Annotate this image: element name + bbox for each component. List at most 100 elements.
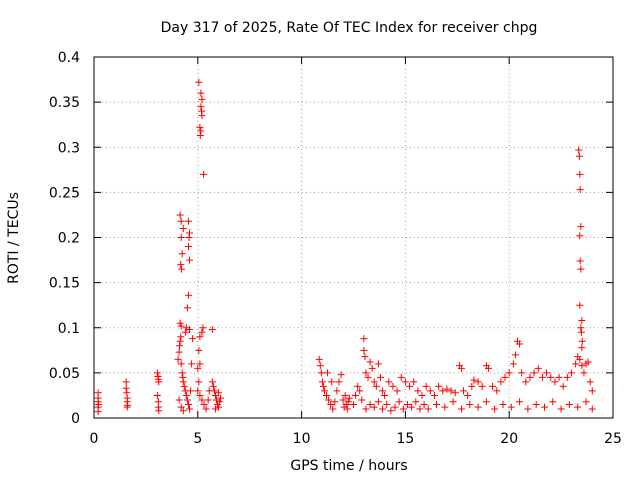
data-point — [588, 405, 596, 413]
data-point — [374, 360, 382, 368]
x-tick-label: 5 — [193, 431, 202, 447]
data-point — [379, 387, 387, 395]
data-point — [441, 403, 449, 411]
data-point — [216, 398, 224, 406]
data-point — [575, 152, 583, 160]
data-point — [576, 355, 584, 363]
data-point — [176, 342, 184, 350]
data-point — [387, 407, 395, 415]
data-point — [178, 369, 186, 377]
data-point — [202, 405, 210, 413]
data-point — [155, 407, 163, 415]
data-point — [354, 382, 362, 390]
plot-border — [93, 56, 614, 419]
data-point — [204, 396, 212, 404]
data-points — [94, 78, 596, 416]
data-point — [198, 95, 206, 103]
data-point — [577, 223, 585, 231]
data-point — [576, 257, 584, 265]
y-tick-label: 0.25 — [49, 185, 80, 201]
data-point — [361, 353, 369, 361]
data-point — [200, 400, 208, 408]
data-point — [122, 378, 130, 386]
data-point — [153, 391, 161, 399]
data-point — [379, 405, 387, 413]
data-point — [516, 340, 524, 348]
data-point — [414, 387, 422, 395]
y-tick-label: 0.4 — [58, 50, 80, 66]
data-point — [501, 373, 509, 381]
data-point — [199, 324, 207, 332]
data-point — [194, 364, 202, 372]
data-point — [370, 403, 378, 411]
data-point — [366, 358, 374, 366]
data-point — [196, 333, 204, 341]
data-point — [197, 127, 205, 135]
data-point — [94, 408, 102, 416]
data-point — [122, 384, 130, 392]
data-point — [565, 400, 573, 408]
data-point — [424, 405, 432, 413]
data-point — [389, 382, 397, 390]
data-point — [177, 333, 185, 341]
data-point — [372, 382, 380, 390]
data-point — [416, 405, 424, 413]
data-point — [507, 403, 515, 411]
data-point — [315, 355, 323, 363]
data-point — [175, 396, 183, 404]
data-point — [468, 382, 476, 390]
data-point — [457, 405, 465, 413]
data-point — [381, 391, 389, 399]
data-point — [182, 324, 190, 332]
data-point — [198, 396, 206, 404]
data-point — [577, 324, 585, 332]
data-point — [478, 382, 486, 390]
data-point — [555, 373, 563, 381]
data-point — [547, 373, 555, 381]
data-point — [412, 398, 420, 406]
data-point — [393, 387, 401, 395]
data-point — [198, 328, 206, 336]
data-point — [399, 405, 407, 413]
data-point — [176, 337, 184, 345]
data-point — [474, 378, 482, 386]
data-point — [200, 170, 208, 178]
data-point — [360, 335, 368, 343]
data-point — [395, 398, 403, 406]
data-point — [484, 364, 492, 372]
data-point — [576, 170, 584, 178]
data-point — [182, 391, 190, 399]
data-point — [331, 398, 339, 406]
data-point — [543, 369, 551, 377]
data-point — [577, 328, 585, 336]
x-tick-label: 20 — [500, 431, 518, 447]
data-point — [196, 123, 204, 131]
data-point — [582, 398, 590, 406]
data-point — [340, 403, 348, 411]
data-point — [181, 328, 189, 336]
grid-lines — [94, 57, 613, 418]
data-point — [317, 369, 325, 377]
data-point — [180, 382, 188, 390]
data-point — [195, 346, 203, 354]
data-point — [176, 211, 184, 219]
data-point — [189, 335, 197, 343]
data-point — [572, 360, 580, 368]
data-point — [198, 112, 206, 120]
data-point — [584, 358, 592, 366]
data-point — [563, 373, 571, 381]
data-point — [526, 373, 534, 381]
data-point — [489, 382, 497, 390]
data-point — [530, 369, 538, 377]
data-point — [408, 403, 416, 411]
data-point — [505, 369, 513, 377]
data-point — [179, 378, 187, 386]
y-tick-label: 0.15 — [49, 276, 80, 292]
data-point — [153, 369, 161, 377]
data-point — [197, 89, 205, 97]
data-point — [578, 337, 586, 345]
data-point — [341, 391, 349, 399]
data-point — [578, 317, 586, 325]
data-point — [540, 403, 548, 411]
data-point — [177, 403, 185, 411]
